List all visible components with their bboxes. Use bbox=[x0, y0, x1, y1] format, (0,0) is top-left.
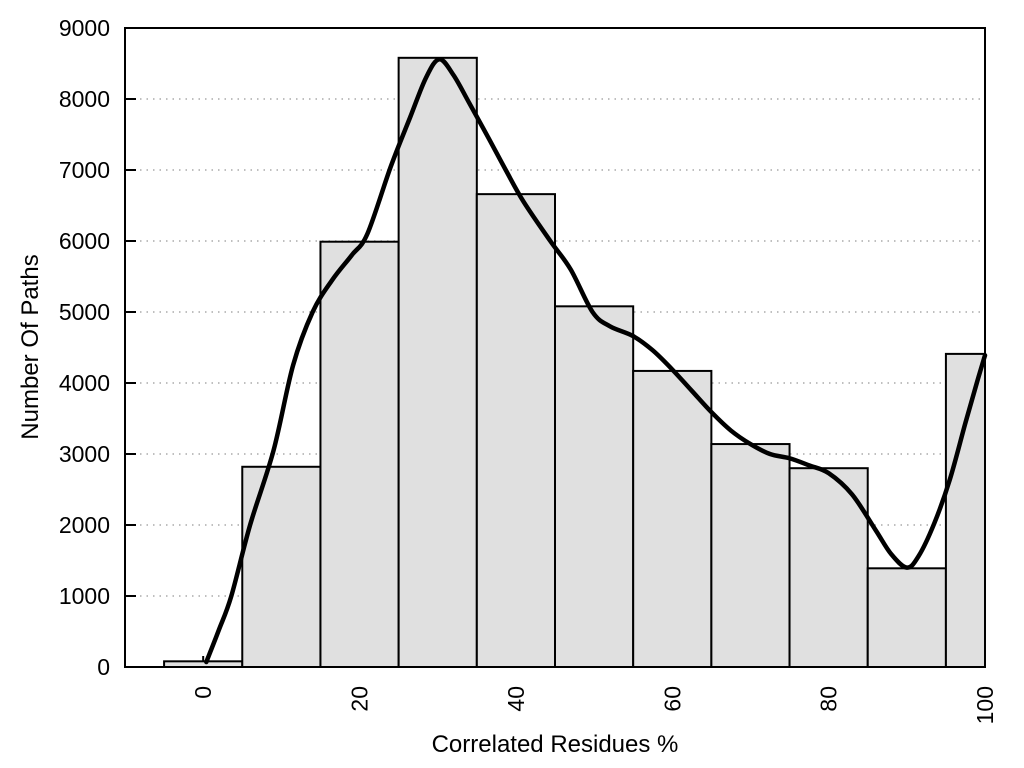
histogram-bar bbox=[632, 369, 713, 668]
histogram-bar bbox=[397, 56, 478, 668]
y-tick-label: 7000 bbox=[59, 157, 110, 183]
tick-labels: 0 1000 2000 3000 4000 5000 6000 7000 8000 9000 0 20… bbox=[59, 15, 998, 724]
y-tick-label: 2000 bbox=[59, 512, 110, 538]
x-tick-label: 60 bbox=[659, 686, 685, 712]
y-tick-label: 4000 bbox=[59, 370, 110, 396]
x-tick-label: 80 bbox=[816, 686, 842, 712]
x-tick-label: 20 bbox=[347, 686, 373, 712]
histogram-bars bbox=[163, 56, 987, 669]
histogram-bar bbox=[710, 443, 791, 668]
y-tick-label: 8000 bbox=[59, 86, 110, 112]
x-axis-title: Correlated Residues % bbox=[432, 731, 679, 758]
y-tick-label: 9000 bbox=[59, 15, 110, 41]
y-tick-label: 3000 bbox=[59, 441, 110, 467]
x-tick-label: 40 bbox=[503, 686, 529, 712]
histogram-bar bbox=[475, 193, 556, 668]
density-curve bbox=[204, 56, 988, 665]
plot-border bbox=[124, 27, 986, 668]
histogram-bar bbox=[944, 352, 987, 668]
y-tick-label: 1000 bbox=[59, 583, 110, 609]
y-tick-label: 5000 bbox=[59, 299, 110, 325]
x-tick-label: 0 bbox=[190, 686, 216, 699]
y-tick-label: 6000 bbox=[59, 228, 110, 254]
x-tick-label: 100 bbox=[972, 686, 998, 724]
y-axis-title: Number Of Paths bbox=[17, 254, 44, 439]
histogram-bar bbox=[866, 567, 947, 668]
histogram-bar bbox=[554, 305, 635, 668]
histogram-bar bbox=[241, 465, 322, 668]
histogram-bar bbox=[319, 240, 400, 669]
y-tick-label: 0 bbox=[97, 654, 110, 680]
